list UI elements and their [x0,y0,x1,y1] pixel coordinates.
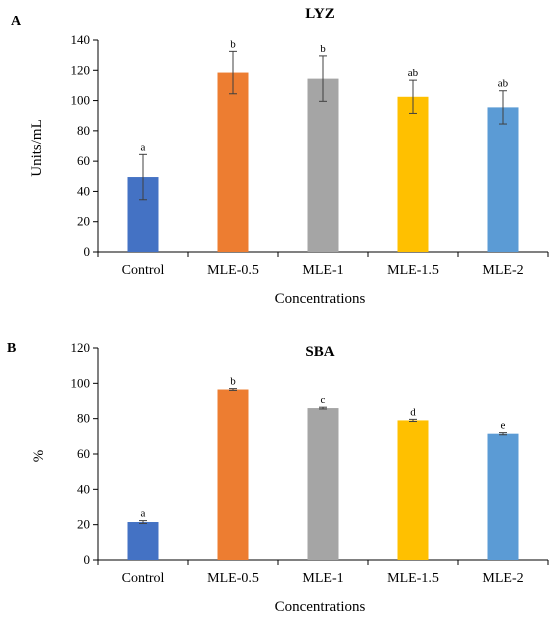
chart-b-category-label: MLE-0.5 [207,571,259,586]
chart-a-y-tick-label: 60 [77,153,90,168]
chart-b-title: SBA [305,344,334,360]
panel-letter-b: B [7,341,16,356]
chart-b-category-label: MLE-1.5 [387,571,439,586]
chart-a-y-tick-label: 40 [77,183,90,198]
chart-a-bar-mle-1 [307,78,339,252]
chart-b-significance-label: d [410,406,416,418]
chart-b-significance-label: b [230,376,236,388]
chart-b-y-tick-label: 0 [84,552,91,567]
panel-letter-a: A [11,14,22,29]
chart-b-y-tick-label: 120 [71,340,91,355]
chart-b-significance-label: e [501,420,506,432]
chart-a-category-label: MLE-0.5 [207,263,259,278]
chart-a-significance-label: ab [498,78,509,90]
chart-b-bar-mle-1 [307,408,339,560]
chart-b-y-tick-label: 20 [77,517,90,532]
chart-a-bar-mle-1.5 [397,96,429,253]
chart-a-category-label: MLE-1 [302,263,343,278]
chart-a-bar-mle-0.5 [217,72,249,252]
chart-b-plot: 0 20 40 60 80 100 120 a Control b MLE-0.5 c MLE-1 d ML… [71,340,549,586]
chart-b-significance-label: a [141,508,146,520]
chart-b-y-tick-label: 60 [77,446,90,461]
chart-a-y-tick-label: 20 [77,214,90,229]
chart-a-significance-label: b [230,38,236,50]
chart-a-plot: 0 20 40 60 80 100 120 140 a Control b MLE-0.5 b MLE-1… [71,32,549,278]
chart-a-y-tick-label: 140 [71,32,91,47]
chart-a-significance-label: a [141,141,146,153]
chart-b-significance-label: c [321,394,326,406]
chart-b-category-label: MLE-1 [302,571,343,586]
chart-a-category-label: MLE-1.5 [387,263,439,278]
chart-b-category-label: Control [122,571,165,586]
chart-a-y-axis-title: Units/mL [29,119,45,177]
chart-a-significance-label: ab [408,67,419,79]
chart-a-title: LYZ [305,6,334,22]
chart-b-bar-control [127,522,159,560]
chart-a-y-tick-label: 0 [84,244,91,259]
chart-a-y-tick-label: 80 [77,123,90,138]
chart-a-category-label: Control [122,263,165,278]
chart-b-category-label: MLE-2 [482,571,523,586]
chart-b-y-tick-label: 80 [77,411,90,426]
chart-a-significance-label: b [320,43,326,55]
chart-b-bar-mle-0.5 [217,389,249,560]
chart-a-y-tick-label: 100 [71,93,91,108]
chart-b-y-axis-title: % [31,450,47,463]
chart-a-bar-mle-2 [487,107,519,252]
chart-a-x-axis-title: Concentrations [275,291,366,307]
chart-a-y-tick-label: 120 [71,62,91,77]
chart-a-category-label: MLE-2 [482,263,523,278]
chart-b-bar-mle-1.5 [397,420,429,560]
chart-b-x-axis-title: Concentrations [275,599,366,615]
chart-b-bar-mle-2 [487,433,519,560]
chart-b-y-tick-label: 100 [71,375,91,390]
chart-b-y-tick-label: 40 [77,481,90,496]
